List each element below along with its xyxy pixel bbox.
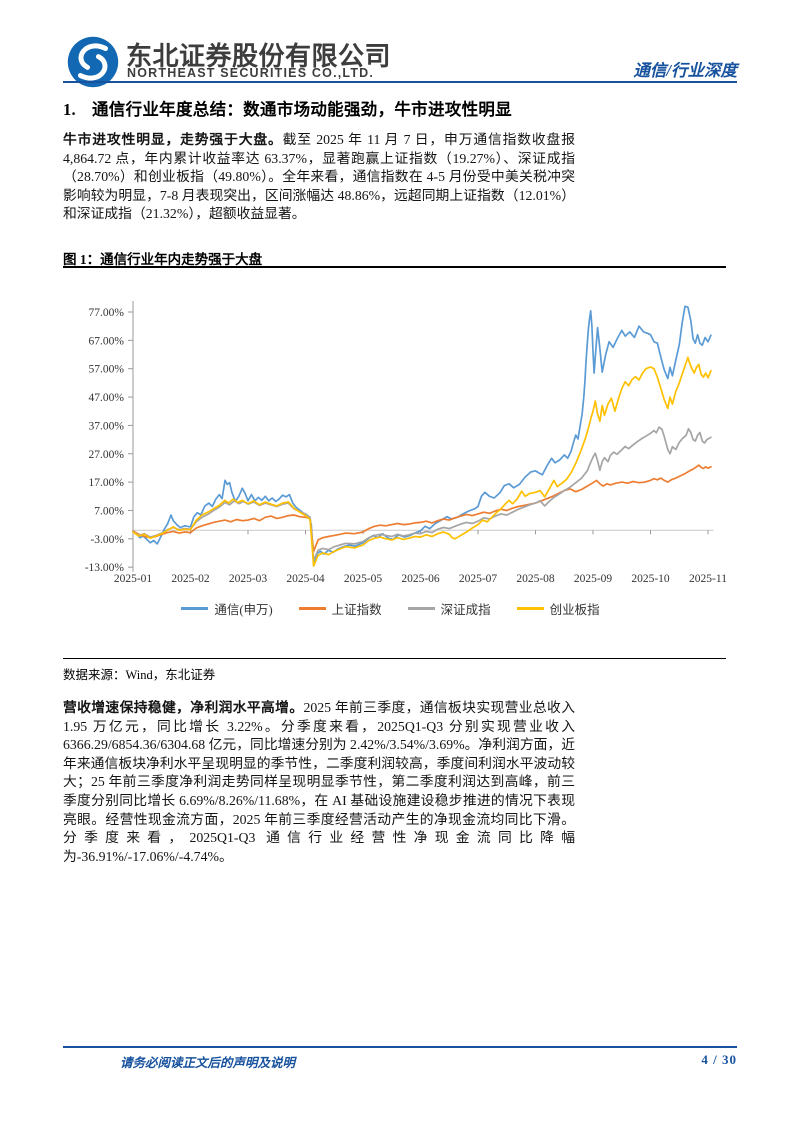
svg-text:2025-08: 2025-08 xyxy=(516,573,555,585)
svg-text:2025-06: 2025-06 xyxy=(401,573,440,585)
paragraph-2-body: 2025 年前三季度，通信板块实现营业总收入 1.95 万亿元，同比增长 3.2… xyxy=(63,700,576,864)
figure-source: 数据来源：Wind，东北证券 xyxy=(63,668,216,682)
trend-chart: 77.00% 67.00% 57.00% 47.00% 37.00% 27.00% 17.0… xyxy=(58,295,738,593)
company-name-cn: 东北证券股份有限公司 xyxy=(126,41,392,71)
svg-text:2025-02: 2025-02 xyxy=(171,573,210,585)
section-number: 1. xyxy=(63,100,76,119)
paragraph-2-lead: 营收增速保持稳健，净利润水平高增。 xyxy=(63,700,304,715)
svg-text:37.00%: 37.00% xyxy=(89,420,125,432)
company-name-en: NORTHEAST SECURITIES CO.,LTD. xyxy=(127,66,375,80)
svg-text:-3.00%: -3.00% xyxy=(90,534,124,546)
footer-page-number: 4 / 30 xyxy=(701,1052,737,1067)
svg-text:2025-07: 2025-07 xyxy=(459,573,498,585)
footer-disclaimer: 请务必阅读正文后的声明及说明 xyxy=(120,1056,296,1070)
chart-legend: 通信(申万) 上证指数 深证成指 创业板指 xyxy=(63,599,718,618)
svg-text:2025-03: 2025-03 xyxy=(229,573,268,585)
svg-text:2025-10: 2025-10 xyxy=(631,573,670,585)
legend-swatch xyxy=(407,607,435,610)
svg-text:2025-11: 2025-11 xyxy=(689,573,727,585)
footer-rule xyxy=(63,1046,737,1048)
paragraph-1-lead: 牛市进攻性明显，走势强于大盘。 xyxy=(63,132,283,147)
paragraph-1-body: 截至 2025 年 11 月 7 日，申万通信指数收盘报 4,864.72 点，… xyxy=(63,132,576,222)
paragraph-2: 营收增速保持稳健，净利润水平高增。2025 年前三季度，通信板块实现营业总收入 … xyxy=(63,699,575,866)
svg-text:2025-04: 2025-04 xyxy=(286,573,325,585)
legend-swatch xyxy=(298,607,326,610)
svg-text:7.00%: 7.00% xyxy=(94,505,124,517)
svg-text:2025-05: 2025-05 xyxy=(344,573,383,585)
section-title: 通信行业年度总结：数通市场动能强劲，牛市进攻性明显 xyxy=(91,100,512,119)
legend-label: 创业板指 xyxy=(549,603,600,617)
legend-item: 创业板指 xyxy=(516,599,600,618)
figure-caption-rule xyxy=(63,266,726,268)
report-category-tag: 通信/行业深度 xyxy=(633,61,737,80)
svg-text:2025-09: 2025-09 xyxy=(574,573,613,585)
svg-text:17.00%: 17.00% xyxy=(89,477,125,489)
svg-text:-13.00%: -13.00% xyxy=(85,562,125,574)
legend-item: 深证成指 xyxy=(407,599,491,618)
legend-item: 通信(申万) xyxy=(181,599,273,618)
trend-chart-svg: 77.00% 67.00% 57.00% 47.00% 37.00% 27.00% 17.0… xyxy=(85,301,727,585)
header-rule xyxy=(63,81,737,83)
svg-text:77.00%: 77.00% xyxy=(89,307,125,319)
svg-text:47.00%: 47.00% xyxy=(89,392,125,404)
legend-swatch xyxy=(516,607,544,610)
figure-source-rule xyxy=(63,658,726,659)
svg-text:57.00%: 57.00% xyxy=(89,364,125,376)
figure-caption: 图 1：通信行业年内走势强于大盘 xyxy=(63,252,263,267)
legend-label: 通信(申万) xyxy=(214,603,273,617)
svg-text:67.00%: 67.00% xyxy=(89,335,125,347)
legend-label: 深证成指 xyxy=(440,603,491,617)
paragraph-1: 牛市进攻性明显，走势强于大盘。截至 2025 年 11 月 7 日，申万通信指数… xyxy=(63,131,575,224)
svg-text:2025-01: 2025-01 xyxy=(114,573,153,585)
legend-label: 上证指数 xyxy=(331,603,382,617)
legend-swatch xyxy=(181,607,209,610)
section-heading: 1. 通信行业年度总结：数通市场动能强劲，牛市进攻性明显 xyxy=(63,96,723,120)
svg-text:27.00%: 27.00% xyxy=(89,449,125,461)
company-logo-icon xyxy=(66,35,120,89)
legend-item: 上证指数 xyxy=(298,599,382,618)
